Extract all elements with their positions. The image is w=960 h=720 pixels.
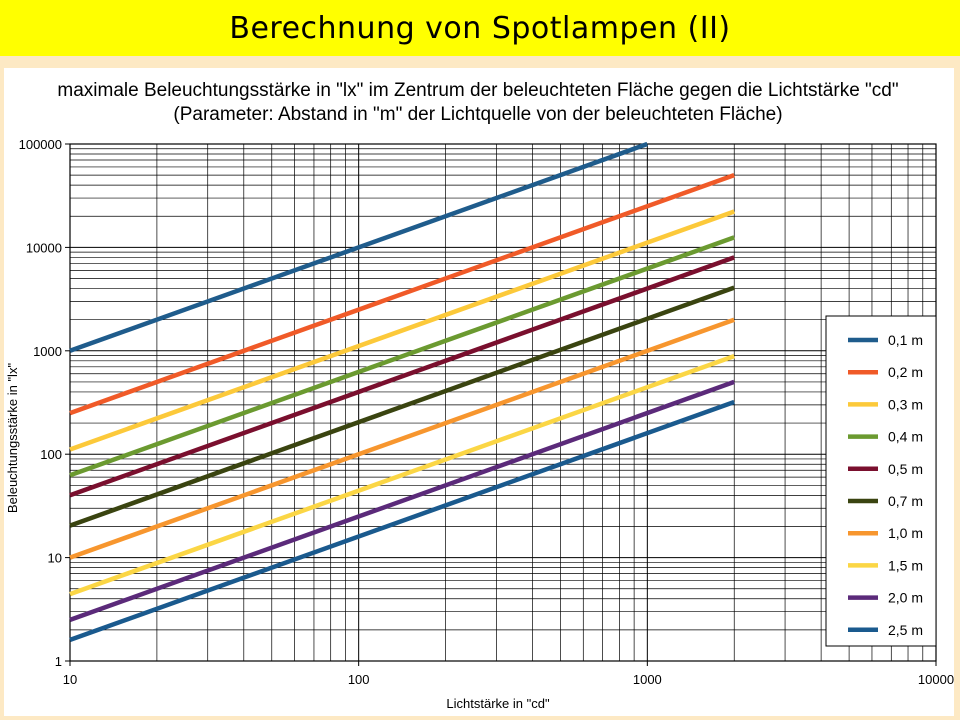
legend-label: 0,1 m <box>888 332 923 348</box>
legend-box <box>825 315 937 647</box>
chart-title-line-1: maximale Beleuchtungsstärke in "lx" im Z… <box>57 80 898 101</box>
series-line <box>69 285 735 528</box>
legend-label: 1,0 m <box>888 525 923 541</box>
chart-series-lines <box>69 141 735 643</box>
chart-grid <box>69 143 937 662</box>
y-axis-label: Beleuchtungsstärke in "lx" <box>5 363 20 514</box>
legend-label: 1,5 m <box>888 557 923 573</box>
series-line <box>69 353 735 597</box>
series-line <box>69 399 735 643</box>
y-tick-label: 10000 <box>26 240 62 255</box>
y-tick-label: 100 <box>40 447 62 462</box>
x-tick-label: 10 <box>63 672 77 687</box>
series-line <box>69 235 735 478</box>
legend-label: 2,5 m <box>888 622 923 638</box>
y-tick-label: 100000 <box>19 137 62 152</box>
legend-label: 0,2 m <box>888 364 923 380</box>
slide-title: Berechnung von Spotlampen (II) <box>0 0 960 56</box>
legend-label: 0,3 m <box>888 396 923 412</box>
series-line <box>69 172 735 416</box>
legend-label: 0,4 m <box>888 429 923 445</box>
series-line <box>69 379 735 623</box>
series-line <box>69 209 735 452</box>
series-line <box>69 141 649 353</box>
x-tick-label: 1000 <box>633 672 662 687</box>
x-tick-label: 10000 <box>918 672 954 687</box>
y-tick-label: 10 <box>48 551 62 566</box>
x-tick-label: 100 <box>348 672 370 687</box>
chart-title-line-2: (Parameter: Abstand in "m" der Lichtquel… <box>173 104 782 125</box>
chart-panel: maximale Beleuchtungsstärke in "lx" im Z… <box>4 68 954 716</box>
chart-legend: 0,1 m 0,2 m 0,3 m 0,4 m 0,5 m 0,7 m 1,0 m 1,5 m… <box>825 315 937 647</box>
legend-label: 0,5 m <box>888 461 923 477</box>
y-tick-label: 1 <box>55 654 62 669</box>
legend-label: 0,7 m <box>888 493 923 509</box>
series-line <box>69 317 735 560</box>
series-line <box>69 255 735 498</box>
y-tick-label: 1000 <box>33 344 62 359</box>
chart-svg: maximale Beleuchtungsstärke in "lx" im Z… <box>5 80 954 711</box>
legend-label: 2,0 m <box>888 590 923 606</box>
x-axis-label: Lichtstärke in "cd" <box>446 696 550 711</box>
